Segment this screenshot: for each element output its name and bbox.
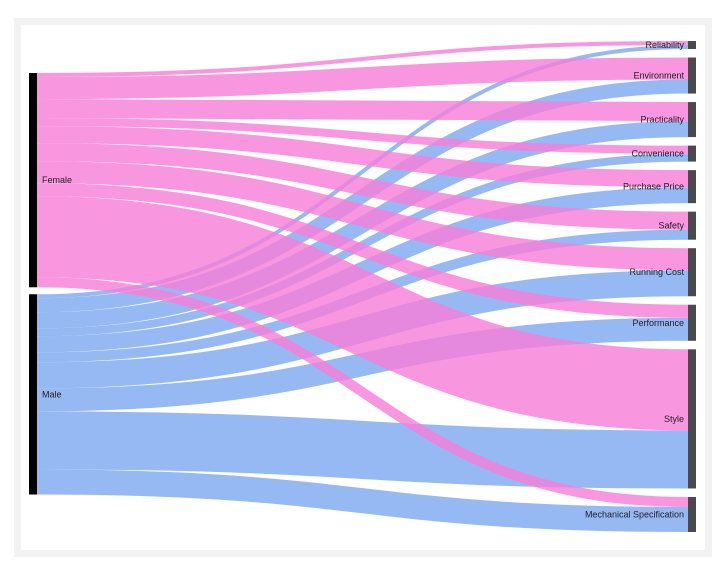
link-female-safety[interactable] [36, 143, 689, 230]
node-label-practicality: Practicality [640, 115, 684, 125]
node-safety[interactable] [688, 211, 696, 240]
node-convenience[interactable] [688, 145, 696, 162]
node-mechanical-specification[interactable] [688, 496, 696, 532]
link-female-environment[interactable] [36, 57, 689, 100]
node-label-purchase-price: Purchase Price [623, 182, 684, 192]
link-male-style[interactable] [36, 411, 689, 489]
link-female-style[interactable] [36, 196, 689, 431]
node-label-convenience: Convenience [631, 149, 684, 159]
node-label-female: Female [42, 175, 72, 185]
link-female-practicality[interactable] [36, 99, 689, 122]
link-male-performance[interactable] [36, 317, 689, 412]
node-label-environment: Environment [633, 71, 684, 81]
link-female-reliability[interactable] [36, 40, 689, 78]
labels-layer: Female Male Reliability Environment Practica… [42, 40, 684, 519]
link-female-mechanical-specification[interactable] [36, 277, 689, 507]
link-female-running-cost[interactable] [36, 161, 689, 271]
link-female-purchase-price[interactable] [36, 126, 689, 188]
links-layer [36, 40, 689, 533]
node-practicality[interactable] [688, 102, 696, 138]
link-female-convenience[interactable] [36, 118, 689, 154]
link-male-mechanical-specification[interactable] [36, 469, 689, 533]
node-label-male: Male [42, 389, 62, 399]
node-reliability[interactable] [688, 41, 696, 50]
link-female-performance[interactable] [36, 183, 689, 318]
node-female[interactable] [29, 73, 37, 288]
node-male[interactable] [29, 294, 37, 495]
node-label-running-cost: Running Cost [629, 267, 684, 277]
nodes-layer [29, 41, 696, 532]
node-label-mechanical-specification: Mechanical Specification [585, 509, 684, 519]
node-purchase-price[interactable] [688, 170, 696, 204]
node-label-style: Style [664, 414, 684, 424]
node-style[interactable] [688, 349, 696, 489]
node-performance[interactable] [688, 304, 696, 341]
node-environment[interactable] [688, 57, 696, 94]
node-running-cost[interactable] [688, 248, 696, 297]
node-label-safety: Safety [658, 221, 684, 231]
node-label-performance: Performance [632, 318, 684, 328]
node-label-reliability: Reliability [645, 40, 684, 50]
